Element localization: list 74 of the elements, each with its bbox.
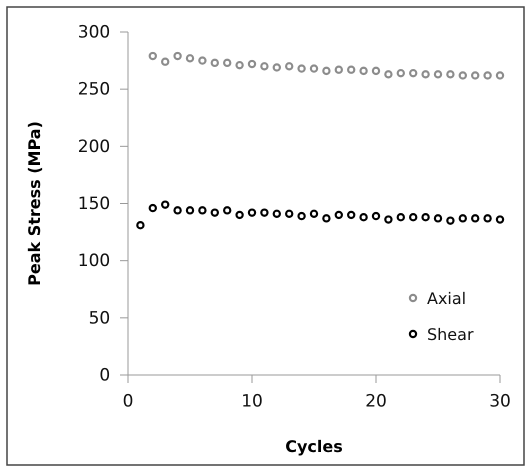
point <box>310 210 318 218</box>
point <box>223 206 232 215</box>
point <box>322 214 331 223</box>
point <box>173 52 182 60</box>
point <box>148 52 157 60</box>
x-tick-label: 0 <box>122 391 134 412</box>
point <box>161 200 170 209</box>
point <box>458 71 467 80</box>
point <box>248 208 256 217</box>
point <box>310 64 318 73</box>
point <box>210 208 219 217</box>
point <box>136 221 145 230</box>
point <box>471 214 480 223</box>
y-axis-title: Peak Stress (MPa) <box>25 121 44 286</box>
point <box>186 54 194 62</box>
x-tick-label: 20 <box>365 391 387 412</box>
point <box>396 68 405 78</box>
point <box>471 71 480 80</box>
point <box>347 66 356 74</box>
point <box>210 58 219 68</box>
point <box>285 62 294 70</box>
point <box>421 70 430 78</box>
point <box>421 213 430 222</box>
point <box>285 210 294 218</box>
point <box>384 70 393 78</box>
y-tick-label: 100 <box>78 251 110 272</box>
point <box>372 66 380 76</box>
point <box>434 70 442 78</box>
point <box>496 215 504 224</box>
point <box>359 66 368 76</box>
point <box>322 66 331 76</box>
point <box>223 58 232 68</box>
y-tick-label: 200 <box>78 136 110 157</box>
legend-label: Axial <box>427 289 466 308</box>
point <box>483 214 492 223</box>
point <box>148 204 157 212</box>
point <box>434 214 442 223</box>
y-tick-label: 0 <box>99 365 110 386</box>
point <box>260 208 269 217</box>
x-tick-label: 30 <box>489 391 511 412</box>
y-tick-label: 300 <box>78 22 110 42</box>
point <box>347 210 356 220</box>
point <box>372 212 380 220</box>
y-tick-label: 150 <box>78 194 110 214</box>
point <box>272 63 281 72</box>
point <box>409 68 418 78</box>
y-tick-label: 50 <box>88 308 110 328</box>
point <box>384 215 393 224</box>
point <box>396 213 405 222</box>
point <box>198 56 207 65</box>
point <box>173 206 182 215</box>
x-axis-title: Cycles <box>285 437 343 456</box>
point <box>483 71 492 80</box>
point <box>260 62 269 70</box>
point <box>272 210 281 218</box>
point <box>496 71 504 80</box>
point <box>458 214 467 223</box>
x-tick-label: 10 <box>241 391 263 412</box>
point <box>446 70 455 78</box>
point <box>334 66 343 74</box>
point <box>198 206 207 215</box>
point <box>235 210 244 220</box>
point <box>297 212 306 220</box>
point <box>186 206 194 215</box>
point <box>409 213 418 222</box>
legend-label: Shear <box>427 325 474 344</box>
point <box>235 60 244 70</box>
point <box>161 58 170 66</box>
point <box>446 216 455 225</box>
point <box>334 210 343 220</box>
y-tick-label: 250 <box>78 80 110 100</box>
point <box>359 213 368 222</box>
point <box>297 64 306 73</box>
point <box>248 60 256 68</box>
